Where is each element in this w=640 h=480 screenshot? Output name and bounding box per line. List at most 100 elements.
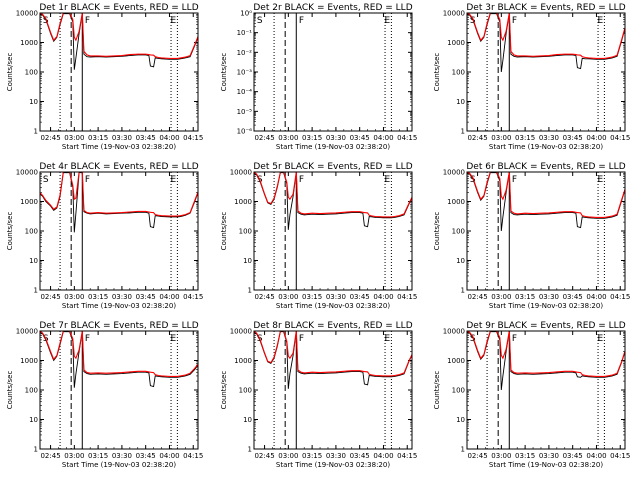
- panel-title: Det 9r BLACK = Events, RED = LLD: [466, 321, 625, 331]
- series-line-lld: [466, 171, 626, 218]
- x-tick-label: 04:00: [586, 134, 606, 142]
- time-marker-label: F: [299, 175, 304, 185]
- detector-panel: Det 2r BLACK = Events, RED = LLD 10⁻⁶ 10⁻⁵…: [220, 3, 417, 151]
- time-marker-label: F: [299, 334, 304, 344]
- y-tick-label: 10⁻¹: [237, 29, 253, 37]
- y-axis-label: Counts/sec: [6, 53, 14, 92]
- y-tick-label: 10: [243, 257, 252, 265]
- time-marker-label: S: [257, 16, 263, 26]
- detector-panel: Det 3r BLACK = Events, RED = LLD 1 10 100 10…: [433, 3, 630, 151]
- x-tick-label: 03:00: [491, 293, 511, 301]
- y-axis-label: Counts/sec: [6, 371, 14, 410]
- y-tick-label: 1: [248, 446, 252, 454]
- detector-panel: Det 5r BLACK = Events, RED = LLD 1 10 100 10…: [220, 162, 417, 310]
- x-tick-label: 03:30: [112, 293, 132, 301]
- y-tick-label: 10000: [230, 328, 252, 336]
- time-marker-label: E: [170, 16, 176, 26]
- y-tick-label: 10: [456, 416, 465, 424]
- y-tick-label: 10: [29, 98, 38, 106]
- x-tick-label: 03:45: [136, 134, 156, 142]
- plot-frame: [39, 330, 199, 450]
- y-tick-label: 10: [243, 416, 252, 424]
- series-line-lld: [466, 12, 626, 59]
- x-axis-label: Start Time (19-Nov-03 02:38:20): [489, 302, 603, 310]
- y-tick-label: 10: [456, 257, 465, 265]
- series-line-lld: [39, 171, 199, 217]
- plot-frame: [39, 171, 199, 291]
- x-tick-label: 04:00: [373, 134, 393, 142]
- x-tick-label: 03:15: [88, 293, 108, 301]
- x-tick-label: 04:15: [610, 452, 630, 460]
- x-tick-label: 04:00: [159, 134, 179, 142]
- y-tick-label: 10: [29, 257, 38, 265]
- y-axis-label: Counts/sec: [433, 371, 441, 410]
- time-marker-label: F: [512, 16, 517, 26]
- x-tick-label: 03:30: [326, 293, 346, 301]
- x-tick-label: 04:15: [610, 134, 630, 142]
- x-tick-label: 03:15: [302, 452, 322, 460]
- y-axis-label: Counts/sec: [220, 53, 228, 92]
- y-tick-label: 1: [461, 287, 465, 295]
- time-marker-label: E: [384, 334, 390, 344]
- x-tick-label: 03:15: [88, 134, 108, 142]
- y-tick-label: 100: [25, 228, 38, 236]
- time-marker-label: E: [384, 175, 390, 185]
- y-tick-label: 1000: [20, 39, 38, 47]
- series-line-lld: [39, 330, 199, 377]
- y-tick-label: 1000: [234, 198, 252, 206]
- x-tick-label: 04:15: [183, 452, 203, 460]
- y-tick-label: 10000: [230, 169, 252, 177]
- x-tick-label: 03:00: [278, 293, 298, 301]
- y-tick-label: 1000: [20, 198, 38, 206]
- x-tick-label: 02:45: [254, 452, 274, 460]
- y-tick-label: 1: [34, 287, 38, 295]
- plot-frame: [253, 171, 413, 291]
- y-axis-label: Counts/sec: [6, 212, 14, 251]
- panel-title: Det 7r BLACK = Events, RED = LLD: [39, 321, 198, 331]
- y-tick-label: 1000: [20, 357, 38, 365]
- x-tick-label: 04:15: [397, 293, 417, 301]
- y-tick-label: 100: [25, 387, 38, 395]
- x-tick-label: 02:45: [467, 452, 487, 460]
- panel-title: Det 3r BLACK = Events, RED = LLD: [466, 3, 625, 13]
- y-tick-label: 1: [461, 446, 465, 454]
- y-tick-label: 100: [239, 387, 252, 395]
- x-axis-label: Start Time (19-Nov-03 02:38:20): [62, 302, 176, 310]
- x-tick-label: 03:45: [563, 293, 583, 301]
- x-axis-label: Start Time (19-Nov-03 02:38:20): [276, 461, 390, 469]
- detector-panel: Det 8r BLACK = Events, RED = LLD 1 10 100 10…: [220, 321, 417, 469]
- time-marker-label: E: [597, 175, 603, 185]
- x-tick-label: 02:45: [254, 293, 274, 301]
- y-tick-label: 10000: [16, 169, 38, 177]
- x-tick-label: 03:45: [563, 452, 583, 460]
- x-tick-label: 04:15: [397, 134, 417, 142]
- x-tick-label: 03:45: [563, 134, 583, 142]
- x-tick-label: 03:00: [64, 452, 84, 460]
- plot-frame: [466, 12, 626, 132]
- y-tick-label: 10: [456, 98, 465, 106]
- panel-title: Det 1r BLACK = Events, RED = LLD: [39, 3, 198, 13]
- y-tick-label: 100: [452, 228, 465, 236]
- x-tick-label: 03:15: [302, 134, 322, 142]
- time-marker-label: F: [85, 16, 90, 26]
- x-tick-label: 03:00: [278, 452, 298, 460]
- x-tick-label: 03:00: [278, 134, 298, 142]
- x-tick-label: 02:45: [467, 293, 487, 301]
- y-tick-label: 1000: [447, 357, 465, 365]
- x-tick-label: 03:30: [326, 134, 346, 142]
- detector-panel: Det 1r BLACK = Events, RED = LLD 1 10 100 10…: [6, 3, 203, 151]
- detector-panel: Det 6r BLACK = Events, RED = LLD 1 10 100 10…: [433, 162, 630, 310]
- x-axis-label: Start Time (19-Nov-03 02:38:20): [489, 143, 603, 151]
- x-tick-label: 02:45: [40, 293, 60, 301]
- y-tick-label: 10⁻⁵: [237, 108, 253, 116]
- y-tick-label: 1: [248, 287, 252, 295]
- x-tick-label: 03:30: [539, 452, 559, 460]
- x-tick-label: 03:30: [112, 452, 132, 460]
- x-tick-label: 04:15: [183, 134, 203, 142]
- y-tick-label: 10000: [16, 328, 38, 336]
- y-tick-label: 1: [34, 128, 38, 136]
- time-marker-label: E: [170, 175, 176, 185]
- x-tick-label: 04:15: [397, 452, 417, 460]
- time-marker-label: S: [43, 175, 49, 185]
